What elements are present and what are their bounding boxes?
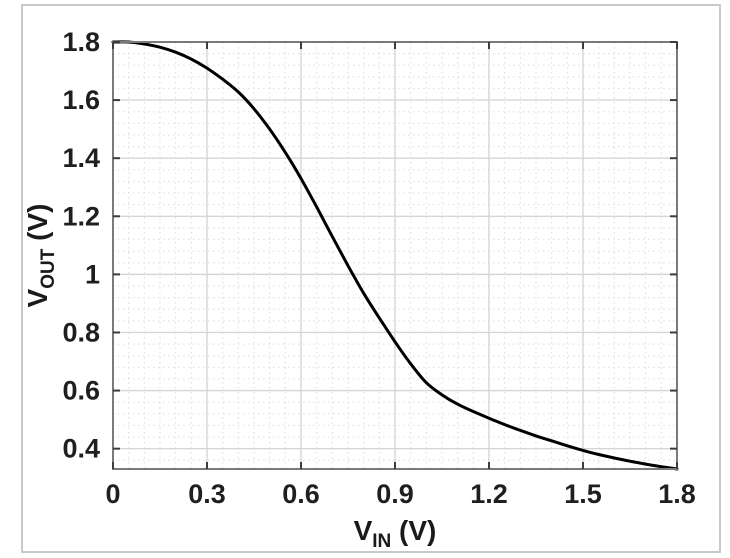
y-tick-label: 0.6 (62, 376, 100, 406)
vtc-curve (111, 40, 679, 471)
y-tick-label: 0.4 (62, 434, 100, 464)
x-tick-label: 0 (105, 479, 120, 509)
x-tick-label: 1.8 (658, 479, 696, 509)
x-tick-label: 0.9 (376, 479, 414, 509)
x-tick-label: 0.6 (282, 479, 320, 509)
figure-frame (21, 4, 721, 553)
y-tick-label: 1.4 (62, 143, 100, 173)
x-tick-label: 1.5 (564, 479, 602, 509)
y-tick-label: 1.8 (62, 27, 100, 57)
y-axis-label: VOUT (V) (22, 204, 59, 308)
y-tick-label: 1.2 (62, 201, 100, 231)
y-tick-label: 1.6 (62, 85, 100, 115)
y-tick-label: 0.8 (62, 317, 100, 347)
x-tick-label: 1.2 (470, 479, 508, 509)
x-axis-label: VIN (V) (354, 515, 437, 552)
y-tick-label: 1 (85, 259, 100, 289)
x-tick-label: 0.3 (188, 479, 226, 509)
